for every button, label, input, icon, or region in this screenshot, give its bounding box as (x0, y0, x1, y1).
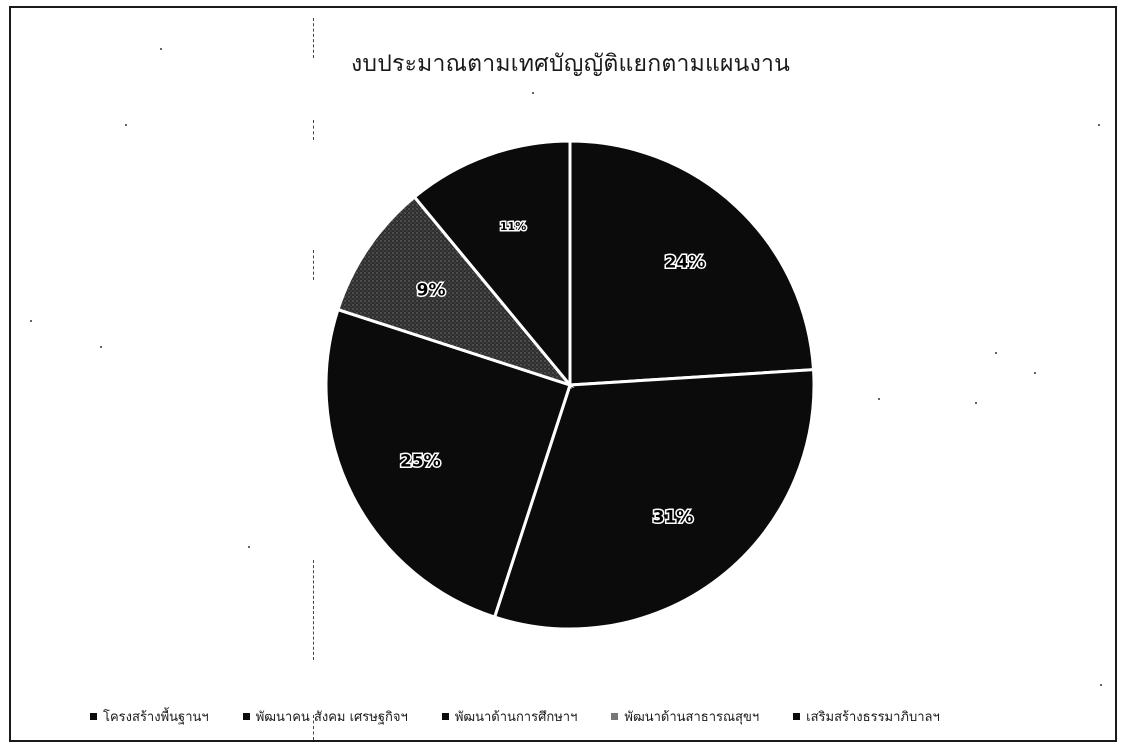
legend-label: พัฒนาด้านการศึกษาฯ (454, 710, 578, 725)
legend-swatch (793, 713, 801, 720)
pie-data-label: 25% (400, 451, 441, 471)
legend-label: เสริมสร้างธรรมาภิบาลฯ (806, 710, 940, 725)
chart-title: งบประมาณตามเทศบัญญัติแยกตามแผนงาน (351, 51, 791, 77)
pie-slice (412, 139, 572, 390)
legend-swatch (90, 713, 97, 720)
scan-speck (160, 48, 162, 50)
legend-item: พัฒนาด้านสาธารณสุขฯ (611, 706, 759, 727)
scan-speck (878, 398, 880, 400)
pie-data-label: 24% (665, 253, 706, 273)
scan-speck (1100, 684, 1102, 686)
legend-label: พัฒนาคน สังคม เศรษฐกิจฯ (255, 710, 408, 725)
pie-data-label: 9% (417, 281, 446, 301)
pie-chart: 24% 31% 25% 9% 11% (324, 139, 816, 631)
legend-label: โครงสร้างพื้นฐานฯ (103, 710, 209, 725)
pie-data-label: 31% (653, 508, 694, 528)
scan-speck (30, 320, 32, 322)
pie-slice (568, 139, 816, 387)
legend-item: พัฒนาคน สังคม เศรษฐกิจฯ (242, 706, 408, 727)
legend-item: เสริมสร้างธรรมาภิบาลฯ (793, 706, 940, 727)
scan-speck (975, 402, 977, 404)
legend-item: โครงสร้างพื้นฐานฯ (90, 706, 209, 727)
scan-speck (248, 546, 250, 548)
scan-artifact-line (313, 715, 314, 740)
scan-artifact-line (313, 120, 314, 140)
pie-slice (492, 368, 816, 631)
legend-swatch (242, 713, 250, 720)
pie-slice (324, 307, 572, 619)
scan-speck (1098, 124, 1100, 126)
scan-speck (125, 124, 127, 126)
pie-data-label: 11% (500, 220, 526, 233)
scan-artifact-line (313, 250, 314, 280)
scan-speck (100, 346, 102, 348)
legend-swatch (611, 713, 619, 720)
chart-legend: โครงสร้างพื้นฐานฯ พัฒนาคน สังคม เศรษฐกิจฯ… (90, 706, 940, 727)
scan-artifact-line (313, 18, 314, 58)
legend-item: พัฒนาด้านการศึกษาฯ (441, 706, 578, 727)
legend-swatch (441, 713, 449, 720)
legend-label: พัฒนาด้านสาธารณสุขฯ (624, 710, 760, 725)
scan-speck (995, 352, 997, 354)
scan-speck (532, 92, 534, 94)
pie-slice (336, 194, 575, 389)
scan-speck (1034, 372, 1036, 374)
scan-artifact-line (313, 560, 314, 660)
